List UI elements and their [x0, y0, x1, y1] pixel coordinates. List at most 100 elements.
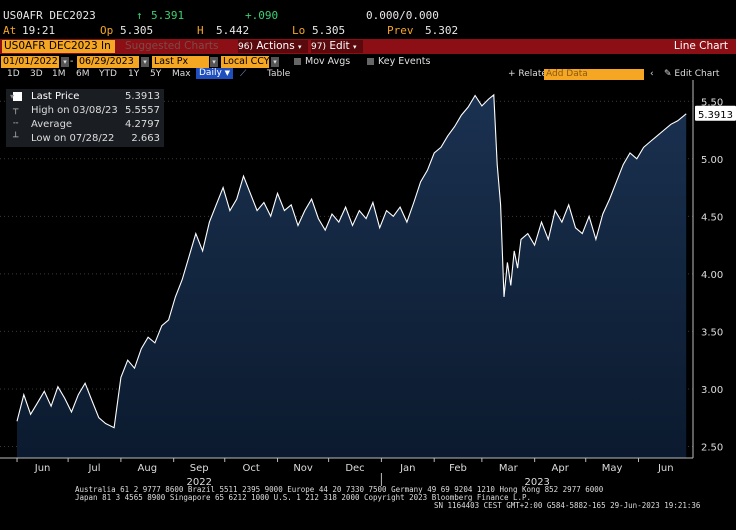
- price-chart[interactable]: 2.50 3.00 3.50 4.00 4.50 5.00 5.50 5.3913 Jun Jul…: [0, 80, 736, 486]
- x-month-label: Aug: [138, 463, 158, 474]
- last-value-tag: [695, 105, 736, 121]
- chevron-down-icon[interactable]: ▾: [210, 57, 218, 67]
- footer-line-1: Australia 61 2 9777 8600 Brazil 5511 239…: [75, 485, 604, 494]
- expand-left-icon[interactable]: ‹: [650, 69, 654, 79]
- pencil-icon: ✎: [664, 69, 672, 79]
- legend-last-price: ▾ Last Price 5.3913: [6, 90, 164, 103]
- line-chart-icon[interactable]: ⟋: [240, 69, 247, 79]
- range-6m[interactable]: 6M: [76, 69, 90, 79]
- x-year-label: 2023: [524, 477, 549, 486]
- suggested-charts-label: Suggested Charts: [125, 40, 219, 52]
- edit-menu[interactable]: 97) Edit ▾: [311, 40, 363, 53]
- frequency-label: Daily: [199, 68, 222, 78]
- chevron-down-icon: ▼: [224, 69, 231, 77]
- y-tick-label: 4.00: [701, 270, 723, 281]
- collapse-icon[interactable]: ▾: [10, 92, 15, 101]
- mov-avgs-checkbox[interactable]: [294, 58, 301, 65]
- x-month-label: May: [602, 463, 623, 474]
- add-data-input[interactable]: Add Data: [544, 69, 644, 80]
- table-button[interactable]: Table: [267, 69, 291, 79]
- prev-value: 5.302: [425, 24, 459, 37]
- range-ytd[interactable]: YTD: [99, 69, 117, 79]
- last-price-value: 5.3913: [125, 91, 160, 102]
- actions-number: 96): [238, 42, 253, 52]
- range-row: 1D 3D 1M 6M YTD 1Y 5Y Max Daily ▼ ⟋ Tabl…: [0, 68, 736, 80]
- chevron-down-icon: ▾: [298, 43, 302, 51]
- range-1y[interactable]: 1Y: [128, 69, 140, 79]
- last-price: 5.391: [151, 9, 185, 22]
- actions-menu[interactable]: 96) Actions ▾: [238, 40, 308, 53]
- quote-time: 19:21: [22, 24, 56, 37]
- range-1m[interactable]: 1M: [52, 69, 66, 79]
- low-marker-icon: ┴: [13, 133, 19, 143]
- x-month-label: Dec: [345, 463, 364, 474]
- frequency-select[interactable]: Daily ▼: [196, 68, 234, 79]
- y-tick-label: 3.50: [701, 327, 723, 338]
- edit-chart-button[interactable]: ✎ Edit Chart: [664, 68, 719, 80]
- bid-ask: 0.000/0.000: [366, 9, 439, 22]
- key-events-label: Key Events: [378, 56, 431, 67]
- x-month-label: Mar: [499, 463, 519, 474]
- edit-number: 97): [311, 42, 326, 52]
- x-month-label: Sep: [190, 463, 209, 474]
- footer-line-2: Japan 81 3 4565 8900 Singapore 65 6212 1…: [75, 493, 532, 502]
- y-tick-label: 3.00: [701, 385, 723, 396]
- x-month-label: Oct: [243, 463, 260, 474]
- key-events-checkbox[interactable]: [367, 58, 374, 65]
- chevron-down-icon: ▾: [353, 43, 357, 51]
- net-change: +.090: [245, 9, 279, 22]
- last-price-swatch: [13, 92, 22, 101]
- actions-label: Actions: [256, 40, 295, 52]
- x-month-label: Feb: [449, 463, 467, 474]
- footer-line-3: SN 1164403 CEST GMT+2:00 G584-5882-165 2…: [434, 501, 701, 510]
- chart-legend: ▾ Last Price 5.3913 ┬ High on 03/08/23 5…: [6, 89, 164, 147]
- start-date-field[interactable]: 01/01/2022: [1, 56, 59, 68]
- price-line: [16, 93, 687, 429]
- range-1d[interactable]: 1D: [7, 69, 20, 79]
- last-value-label: 5.3913: [698, 110, 733, 121]
- x-year-label: 2022: [186, 477, 211, 486]
- last-price-label: Last Price: [31, 91, 80, 102]
- date-separator: -: [70, 56, 74, 67]
- x-month-label: Jan: [399, 463, 415, 474]
- command-bar: US0AFR DEC2023 In Suggested Charts 96) A…: [0, 39, 736, 54]
- x-month-label: Nov: [293, 463, 313, 474]
- x-month-label: Jun: [34, 463, 51, 474]
- range-3d[interactable]: 3D: [30, 69, 43, 79]
- chevron-down-icon[interactable]: ▾: [271, 57, 279, 67]
- plus-icon: +: [508, 69, 516, 79]
- y-tick-label: 5.50: [701, 97, 723, 108]
- x-month-label: Jun: [657, 463, 674, 474]
- legend-low: ┴ Low on 07/28/22 2.663: [6, 132, 164, 145]
- x-month-label: Apr: [552, 463, 570, 474]
- price-area: [17, 94, 687, 459]
- settings-row: 01/01/2022 ▾ - 06/29/2023 ▾ Last Px ▾ Lo…: [0, 56, 736, 68]
- calendar-icon[interactable]: ▾: [61, 57, 69, 67]
- x-month-label: Jul: [87, 463, 100, 474]
- field-select[interactable]: Last Px: [152, 56, 209, 68]
- high-label: H: [197, 24, 204, 37]
- high-value: 5.5557: [125, 105, 160, 116]
- high-label: High on 03/08/23: [31, 105, 118, 116]
- edit-chart-label: Edit Chart: [674, 69, 720, 79]
- ticker: US0AFR DEC2023: [3, 9, 96, 22]
- at-label: At: [3, 24, 17, 37]
- range-max[interactable]: Max: [172, 69, 191, 79]
- currency-select[interactable]: Local CCY: [221, 56, 269, 68]
- legend-high: ┬ High on 03/08/23 5.5557: [6, 104, 164, 117]
- low-value: 5.305: [312, 24, 346, 37]
- low-label: Lo: [292, 24, 306, 37]
- suggested-charts-button[interactable]: Suggested Charts: [117, 40, 235, 53]
- average-label: Average: [31, 119, 73, 130]
- y-tick-label: 5.00: [701, 155, 723, 166]
- security-field[interactable]: US0AFR DEC2023 In: [2, 40, 115, 53]
- high-value: 5.442: [216, 24, 250, 37]
- open-label: Op: [100, 24, 114, 37]
- chart-type-title: Line Chart: [673, 40, 728, 52]
- end-date-field[interactable]: 06/29/2023: [77, 56, 139, 68]
- calendar-icon[interactable]: ▾: [141, 57, 149, 67]
- high-marker-icon: ┬: [13, 105, 19, 115]
- low-label: Low on 07/28/22: [31, 133, 115, 144]
- range-5y[interactable]: 5Y: [150, 69, 162, 79]
- y-tick-label: 4.50: [701, 212, 723, 223]
